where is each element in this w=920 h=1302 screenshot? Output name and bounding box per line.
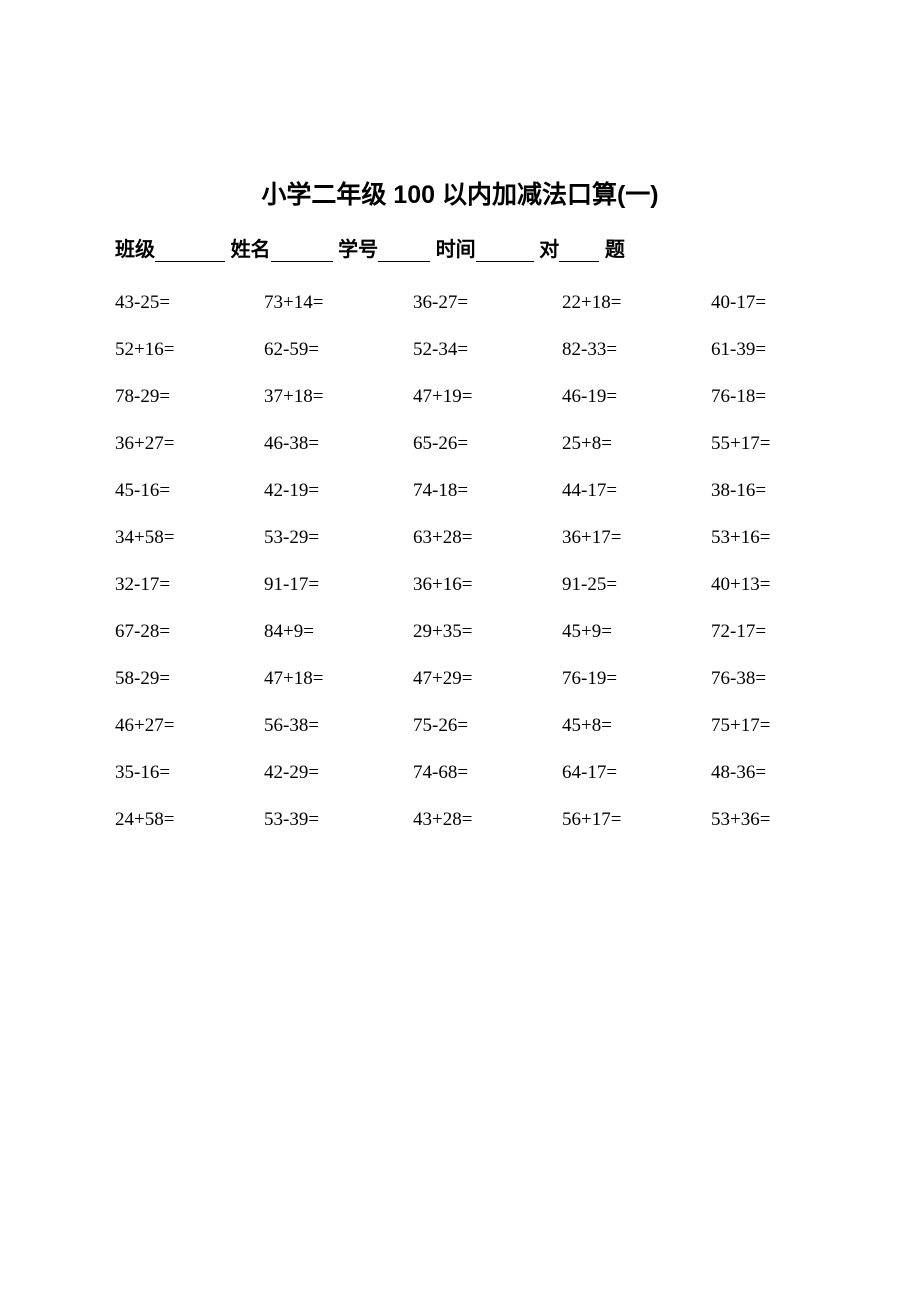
class-label: 班级 xyxy=(115,239,155,261)
worksheet-title: 小学二年级 100 以内加减法口算(一) xyxy=(115,175,860,211)
problem-cell: 47+19= xyxy=(413,386,562,408)
problem-cell: 52-34= xyxy=(413,339,562,361)
problem-cell: 42-29= xyxy=(264,762,413,784)
class-blank[interactable] xyxy=(155,242,225,262)
problem-cell: 56+17= xyxy=(562,809,711,831)
problem-cell: 53+36= xyxy=(711,809,860,831)
name-blank[interactable] xyxy=(271,242,333,262)
problem-cell: 35-16= xyxy=(115,762,264,784)
problem-cell: 29+35= xyxy=(413,621,562,643)
problem-cell: 45-16= xyxy=(115,480,264,502)
problem-cell: 47+29= xyxy=(413,668,562,690)
problem-cell: 44-17= xyxy=(562,480,711,502)
problem-cell: 36+17= xyxy=(562,527,711,549)
problem-cell: 73+14= xyxy=(264,292,413,314)
problem-cell: 62-59= xyxy=(264,339,413,361)
problem-cell: 40-17= xyxy=(711,292,860,314)
problem-cell: 38-16= xyxy=(711,480,860,502)
problem-cell: 58-29= xyxy=(115,668,264,690)
problem-cell: 24+58= xyxy=(115,809,264,831)
problem-cell: 37+18= xyxy=(264,386,413,408)
problem-cell: 91-25= xyxy=(562,574,711,596)
name-label: 姓名 xyxy=(231,239,271,261)
time-label: 时间 xyxy=(436,239,476,261)
problem-cell: 76-38= xyxy=(711,668,860,690)
problem-cell: 48-36= xyxy=(711,762,860,784)
problem-cell: 42-19= xyxy=(264,480,413,502)
problems-grid: 43-25= 73+14= 36-27= 22+18= 40-17= 52+16… xyxy=(115,292,860,831)
problem-cell: 36+16= xyxy=(413,574,562,596)
time-blank[interactable] xyxy=(476,242,534,262)
problem-cell: 82-33= xyxy=(562,339,711,361)
problem-cell: 46-19= xyxy=(562,386,711,408)
problem-cell: 53+16= xyxy=(711,527,860,549)
problem-cell: 45+8= xyxy=(562,715,711,737)
problem-cell: 46-38= xyxy=(264,433,413,455)
problem-cell: 74-18= xyxy=(413,480,562,502)
problem-cell: 43+28= xyxy=(413,809,562,831)
problem-cell: 43-25= xyxy=(115,292,264,314)
problem-cell: 32-17= xyxy=(115,574,264,596)
problem-cell: 65-26= xyxy=(413,433,562,455)
problem-cell: 64-17= xyxy=(562,762,711,784)
problem-cell: 91-17= xyxy=(264,574,413,596)
problem-cell: 75+17= xyxy=(711,715,860,737)
student-info-row: 班级 姓名 学号 时间 对 题 xyxy=(115,233,860,262)
questions-label: 题 xyxy=(605,239,625,261)
problem-cell: 74-68= xyxy=(413,762,562,784)
problem-cell: 78-29= xyxy=(115,386,264,408)
problem-cell: 55+17= xyxy=(711,433,860,455)
problem-cell: 45+9= xyxy=(562,621,711,643)
problem-cell: 67-28= xyxy=(115,621,264,643)
problem-cell: 36-27= xyxy=(413,292,562,314)
problem-cell: 36+27= xyxy=(115,433,264,455)
problem-cell: 40+13= xyxy=(711,574,860,596)
problem-cell: 72-17= xyxy=(711,621,860,643)
correct-blank[interactable] xyxy=(559,242,599,262)
problem-cell: 53-39= xyxy=(264,809,413,831)
problem-cell: 34+58= xyxy=(115,527,264,549)
problem-cell: 61-39= xyxy=(711,339,860,361)
id-label: 学号 xyxy=(338,239,378,261)
problem-cell: 84+9= xyxy=(264,621,413,643)
problem-cell: 47+18= xyxy=(264,668,413,690)
problem-cell: 22+18= xyxy=(562,292,711,314)
problem-cell: 25+8= xyxy=(562,433,711,455)
problem-cell: 75-26= xyxy=(413,715,562,737)
problem-cell: 76-18= xyxy=(711,386,860,408)
problem-cell: 56-38= xyxy=(264,715,413,737)
problem-cell: 46+27= xyxy=(115,715,264,737)
problem-cell: 63+28= xyxy=(413,527,562,549)
correct-label: 对 xyxy=(539,239,559,261)
id-blank[interactable] xyxy=(378,242,430,262)
problem-cell: 76-19= xyxy=(562,668,711,690)
problem-cell: 52+16= xyxy=(115,339,264,361)
problem-cell: 53-29= xyxy=(264,527,413,549)
